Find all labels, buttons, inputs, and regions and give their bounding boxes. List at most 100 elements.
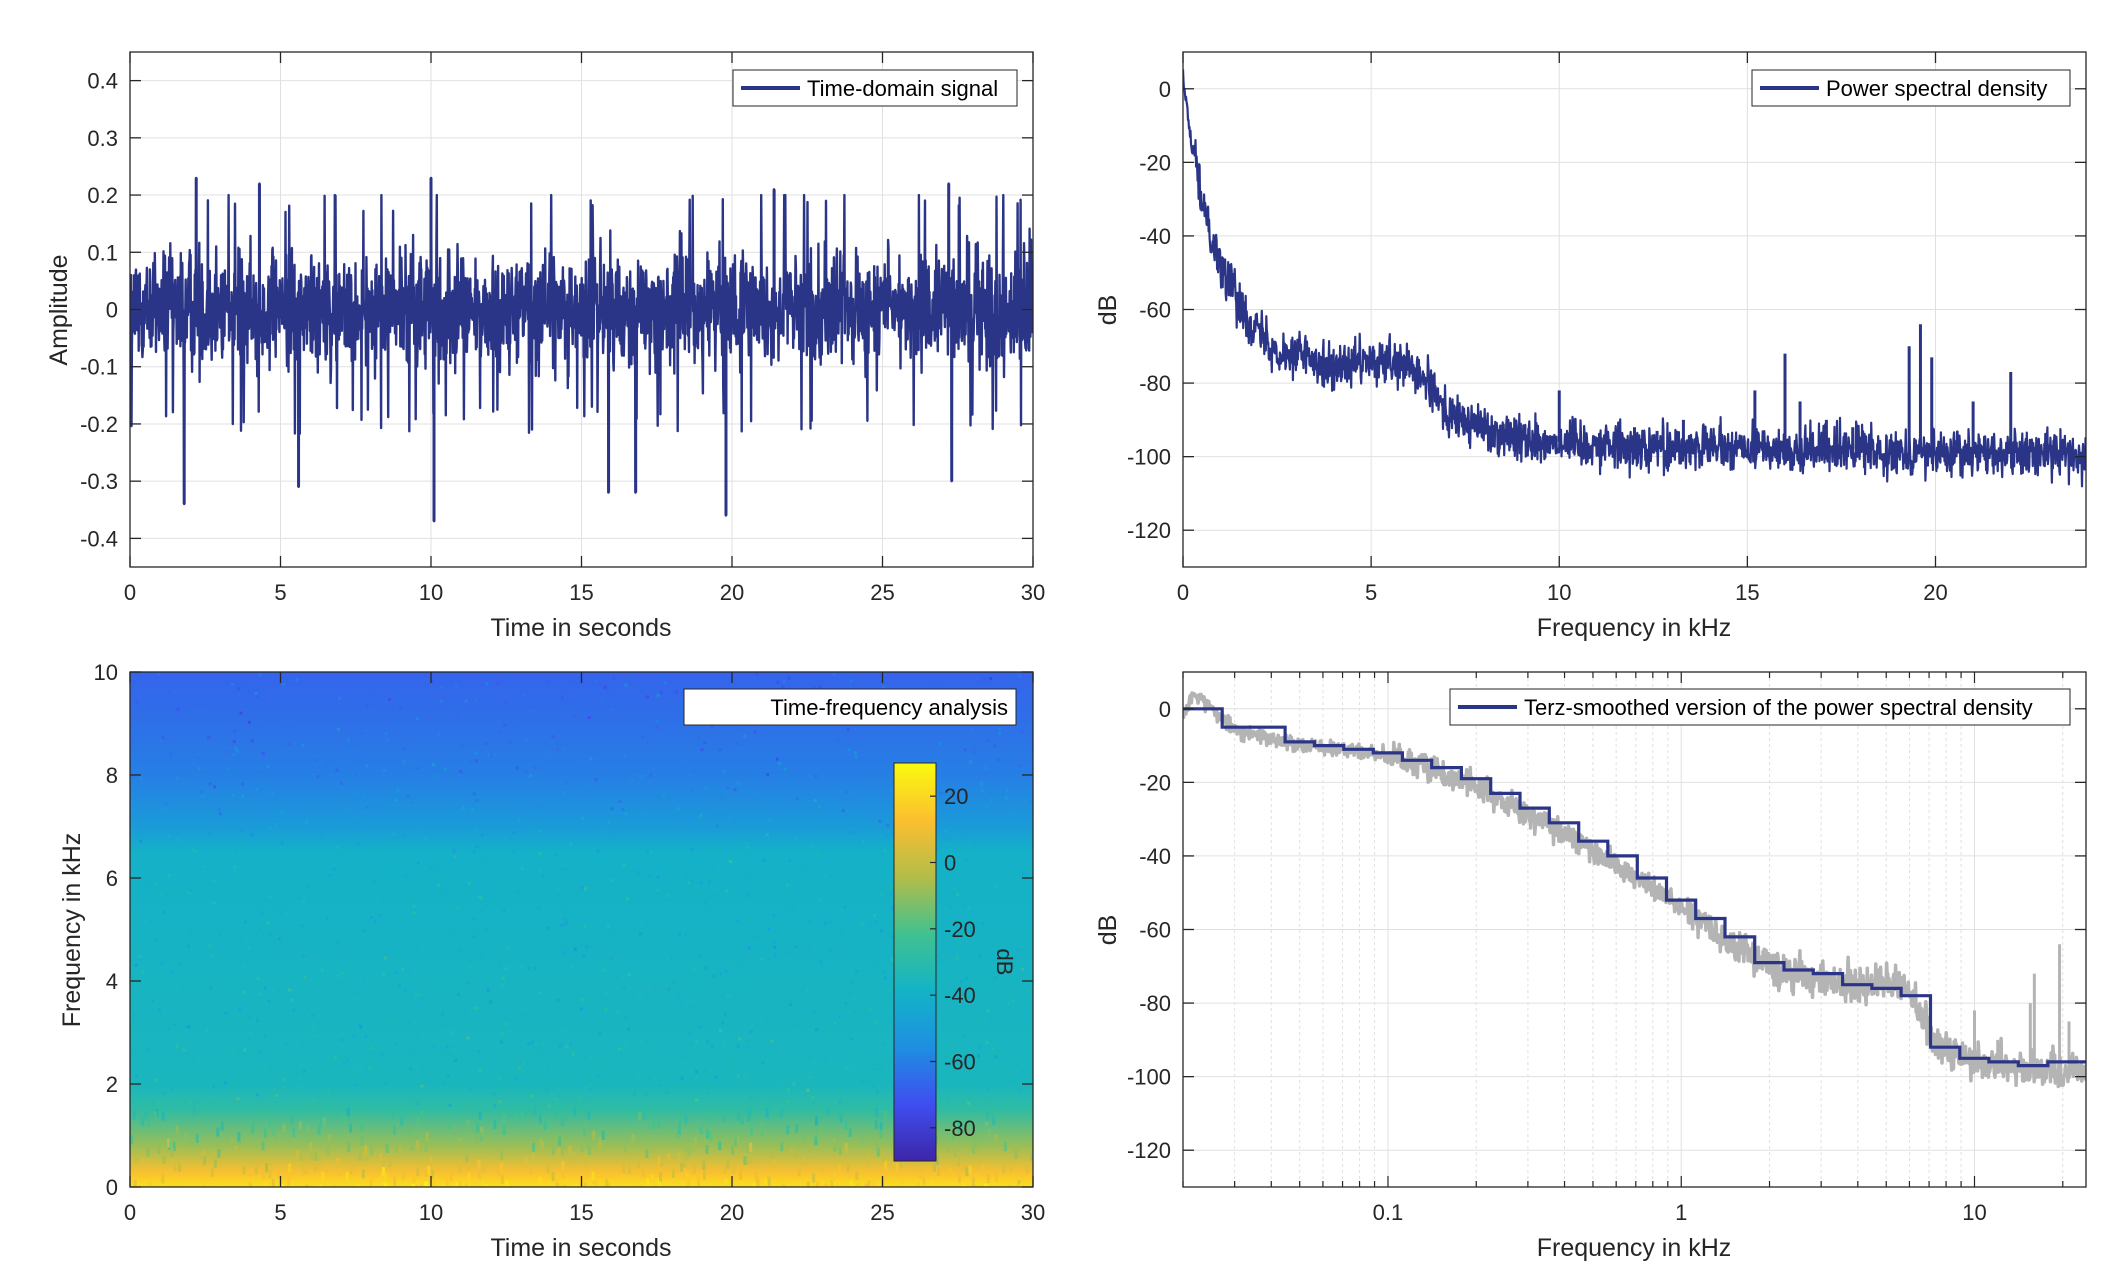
spectrogram-cell bbox=[941, 1005, 945, 1009]
spectrogram-cell bbox=[765, 1108, 769, 1118]
spectrogram-cell bbox=[170, 970, 174, 974]
spectrogram-cell bbox=[188, 889, 192, 893]
spectrogram-cell bbox=[256, 977, 260, 980]
spectrogram-cell bbox=[854, 755, 858, 759]
spectrogram-cell bbox=[813, 686, 816, 689]
spectrogram-cell bbox=[567, 734, 571, 738]
spectrogram-cell bbox=[555, 1182, 559, 1187]
spectrogram-cell bbox=[891, 956, 894, 960]
spectrogram-cell bbox=[583, 924, 587, 928]
spectrogram-cell bbox=[1003, 1142, 1007, 1152]
spectrogram-cell bbox=[136, 1057, 140, 1061]
spectrogram-cell bbox=[362, 795, 366, 799]
spectrogram-cell bbox=[538, 830, 541, 833]
spectrogram-cell bbox=[848, 960, 852, 964]
spectrogram-cell bbox=[609, 830, 613, 834]
spectrogram-cell bbox=[522, 693, 525, 697]
spectrogram-cell bbox=[966, 1071, 969, 1075]
spectrogram-cell bbox=[478, 1111, 482, 1120]
spectrogram-cell bbox=[818, 805, 822, 809]
spectrogram-cell bbox=[774, 949, 778, 953]
spectrogram-cell bbox=[652, 961, 655, 965]
colorbar-tick-label-2: -20 bbox=[944, 917, 976, 942]
colorbar-label: dB bbox=[992, 949, 1017, 976]
spectrogram-cell bbox=[141, 1157, 145, 1167]
spectrogram-cell bbox=[248, 1015, 251, 1019]
spectrogram-cell bbox=[288, 1163, 292, 1173]
spectrogram-cell bbox=[368, 694, 372, 698]
spectrogram-cell bbox=[848, 1128, 852, 1138]
spectrogram-cell bbox=[368, 855, 372, 859]
spectrogram-cell bbox=[602, 968, 606, 972]
spectrogram-cell bbox=[187, 1025, 191, 1029]
spectrogram-cell bbox=[497, 730, 501, 734]
spectrogram-cell bbox=[998, 727, 1001, 731]
spectrogram-cell bbox=[787, 676, 791, 680]
spectrogram-cell bbox=[234, 1087, 238, 1091]
spectrogram-cell bbox=[641, 1168, 645, 1178]
spectrogram-cell bbox=[132, 1110, 136, 1120]
spectrogram-xtick-label-0: 0 bbox=[124, 1200, 136, 1225]
spectrogram-cell bbox=[836, 739, 840, 743]
spectrogram-cell bbox=[585, 945, 589, 949]
spectrogram-cell bbox=[647, 875, 651, 879]
spectrogram-cell bbox=[444, 889, 448, 892]
spectrogram-cell bbox=[453, 674, 457, 678]
spectrogram-cell bbox=[700, 748, 704, 752]
spectrogram-cell bbox=[646, 741, 650, 745]
spectrogram-cell bbox=[652, 1120, 656, 1130]
spectrogram-cell bbox=[1009, 812, 1012, 815]
spectrogram-cell bbox=[748, 1106, 752, 1116]
spectrogram-cell bbox=[468, 996, 472, 1000]
spectrogram-cell bbox=[223, 741, 227, 745]
spectrogram-cell bbox=[794, 1148, 798, 1158]
spectrogram-cell bbox=[175, 1044, 179, 1048]
spectrogram-cell bbox=[149, 918, 153, 922]
spectrogram-cell bbox=[335, 768, 339, 772]
spectrogram-cell bbox=[562, 951, 566, 955]
spectrogram-cell bbox=[706, 1040, 710, 1044]
spectrogram-cell bbox=[309, 1141, 312, 1151]
spectrogram-cell bbox=[541, 982, 545, 986]
spectrogram-cell bbox=[797, 1167, 801, 1177]
spectrogram-cell bbox=[986, 1186, 990, 1187]
spectrogram-cell bbox=[424, 1168, 428, 1178]
spectrogram-cell bbox=[879, 1066, 883, 1070]
spectrogram-cell bbox=[130, 1051, 133, 1055]
spectrogram-cell bbox=[622, 863, 626, 867]
spectrogram-cell bbox=[296, 897, 300, 901]
terz-xtick-label-2: 10 bbox=[1962, 1200, 1986, 1225]
spectrogram-cell bbox=[151, 1185, 155, 1187]
spectrogram-cell bbox=[525, 835, 529, 839]
spectrogram-cell bbox=[219, 812, 222, 816]
spectrogram-cell bbox=[416, 861, 420, 864]
spectrogram-xtick-label-6: 30 bbox=[1021, 1200, 1045, 1225]
spectrogram-cell bbox=[418, 837, 422, 841]
spectrogram-cell bbox=[474, 751, 478, 755]
spectrogram-cell bbox=[739, 782, 743, 786]
spectrogram-cell bbox=[773, 946, 777, 950]
spectrogram-cell bbox=[284, 1186, 288, 1187]
spectrogram-cell bbox=[582, 758, 586, 762]
spectrogram-cell bbox=[270, 696, 273, 699]
spectrogram-cell bbox=[547, 927, 551, 931]
spectrogram-cell bbox=[1007, 1002, 1011, 1006]
spectrogram-cell bbox=[681, 1061, 685, 1065]
spectrogram-cell bbox=[719, 1029, 722, 1032]
spectrogram-cell bbox=[764, 1179, 768, 1187]
spectrogram-cell bbox=[589, 945, 593, 949]
spectrogram-cell bbox=[431, 1169, 435, 1179]
spectrogram-cell bbox=[747, 893, 751, 897]
spectrogram-cell bbox=[493, 1119, 497, 1129]
spectrogram-cell bbox=[665, 1091, 669, 1095]
spectrogram-cell bbox=[684, 761, 688, 765]
spectrogram-cell bbox=[791, 1022, 795, 1026]
spectrogram-cell bbox=[737, 1080, 741, 1084]
spectrogram-cell bbox=[154, 1111, 157, 1121]
spectrogram-cell bbox=[394, 1069, 398, 1073]
spectrogram-cell bbox=[365, 728, 369, 732]
spectrogram-cell bbox=[336, 1157, 340, 1167]
spectrogram-cell bbox=[263, 986, 267, 990]
spectrogram-cell bbox=[880, 929, 884, 933]
spectrogram-cell bbox=[455, 1182, 459, 1187]
